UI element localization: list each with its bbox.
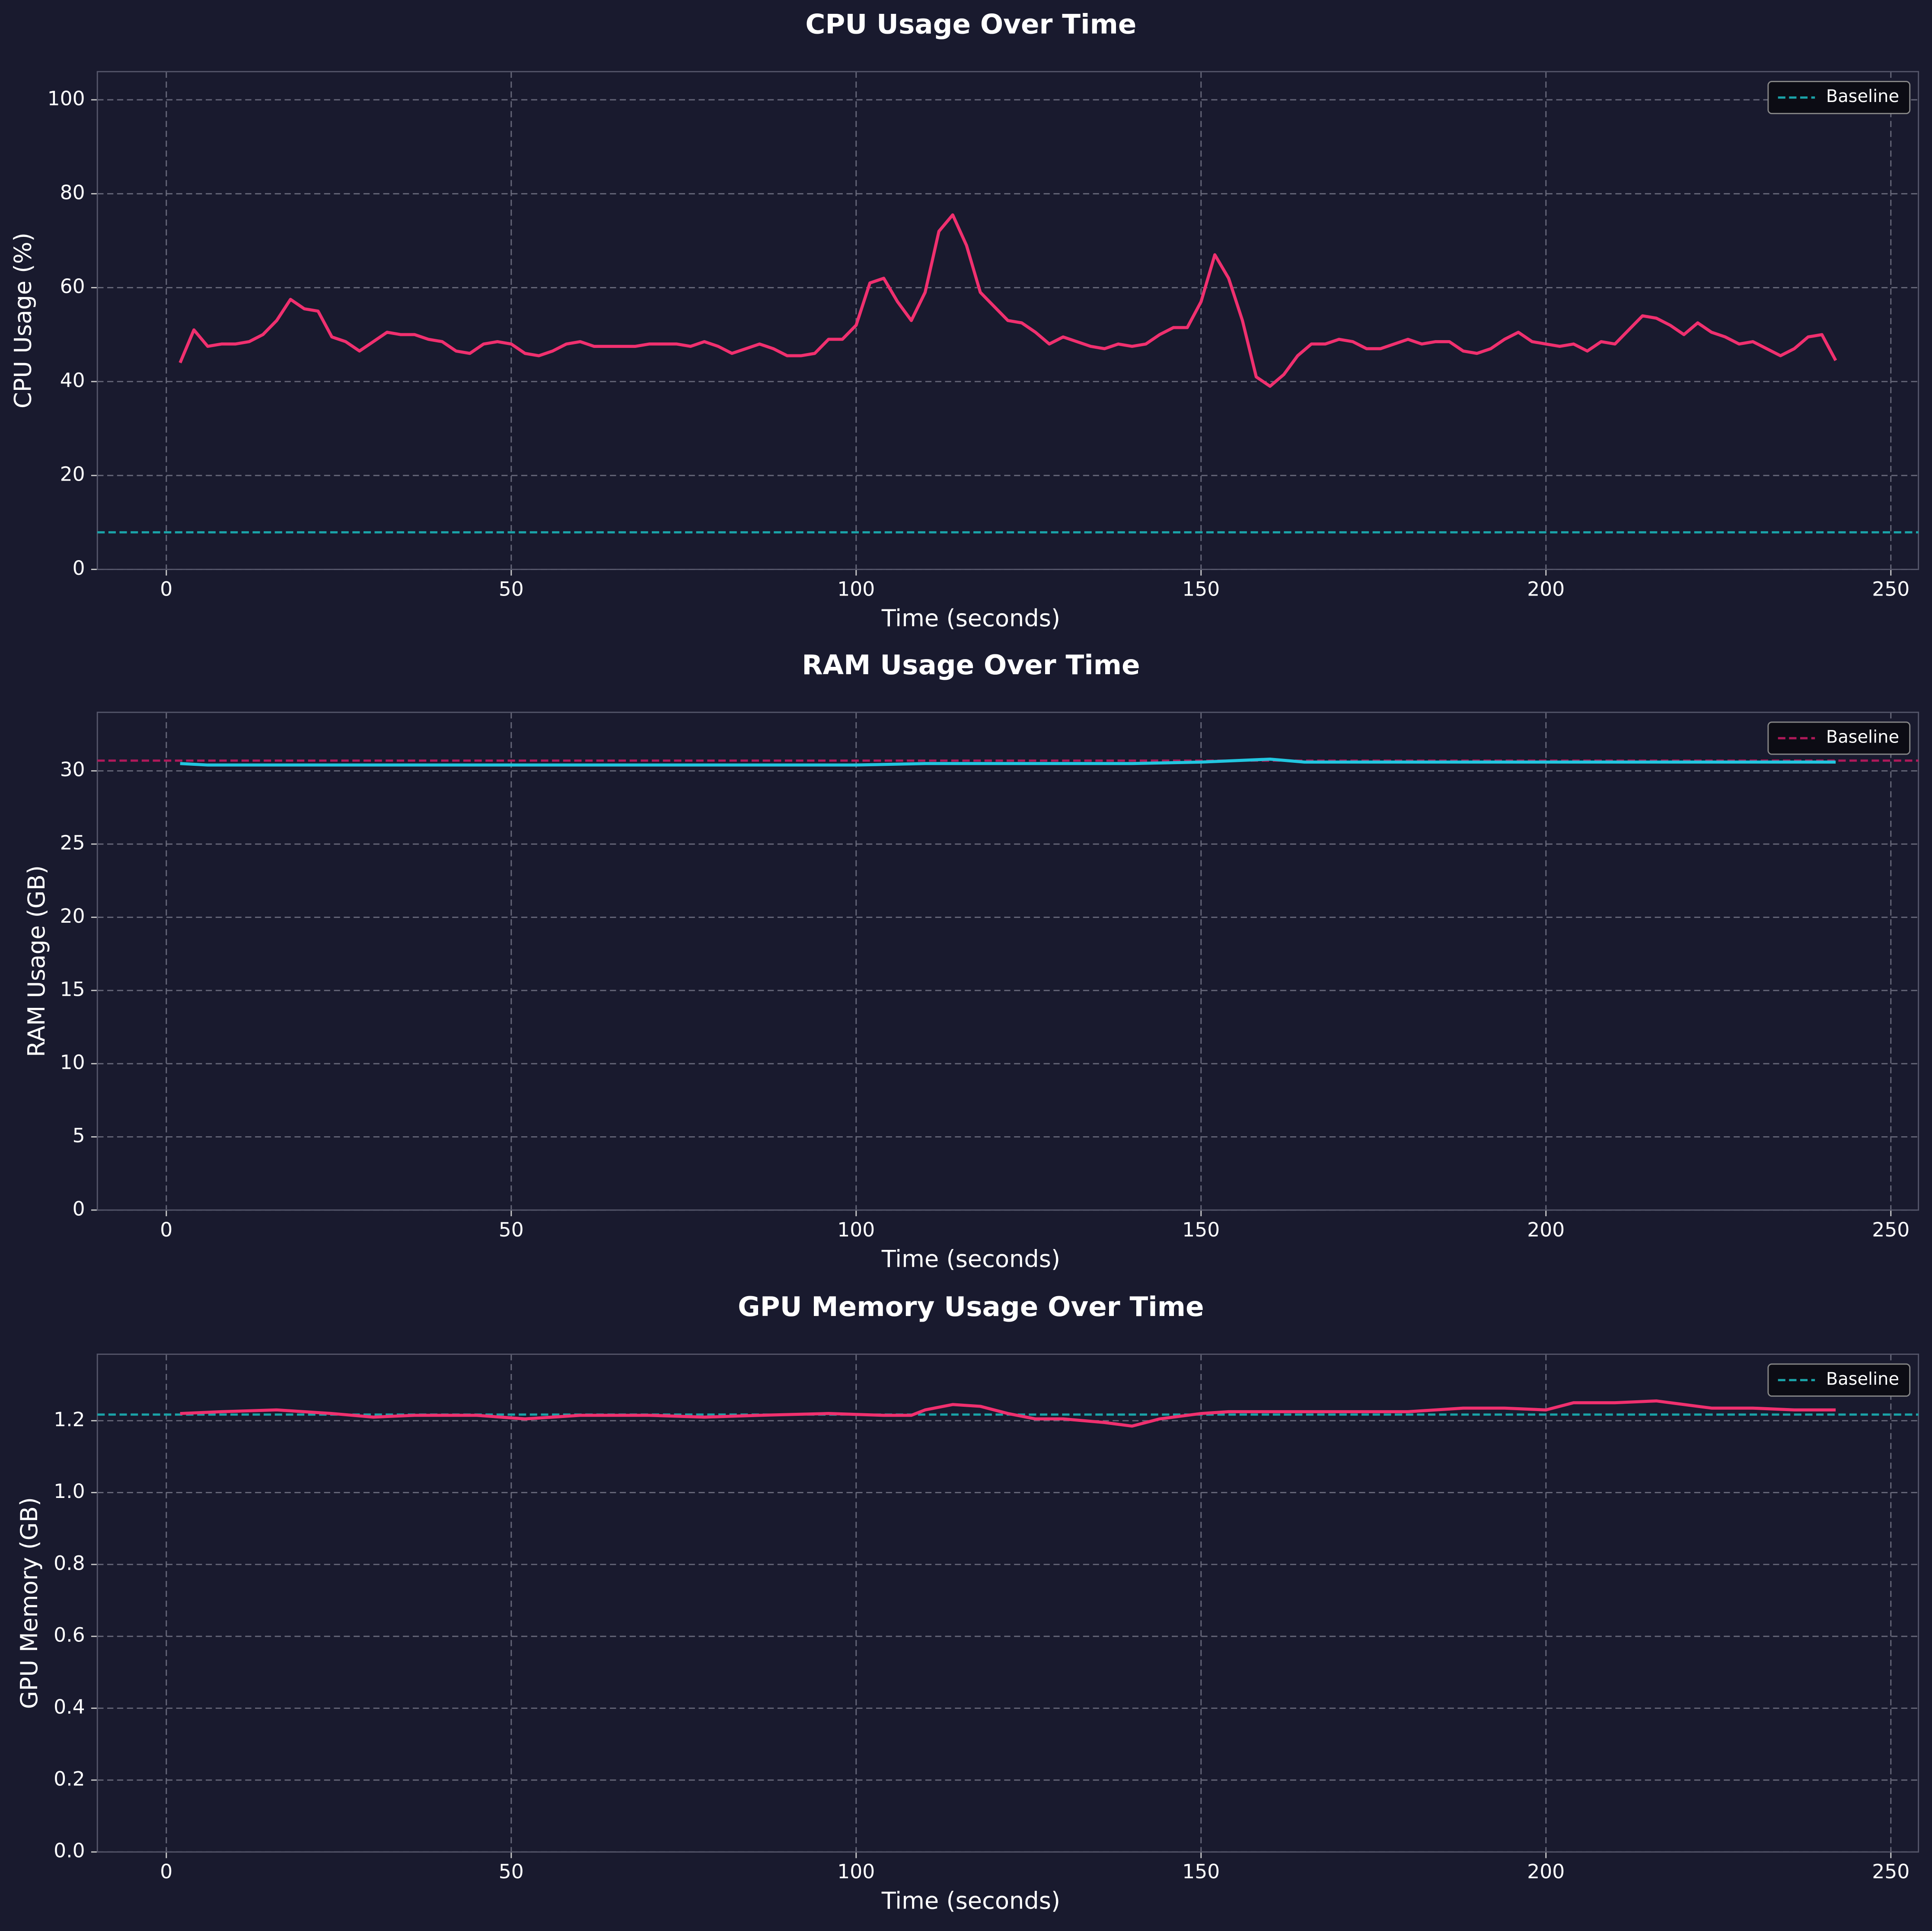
y-tick-label: 0.2 [54,1767,85,1790]
y-tick-label: 0 [73,1197,85,1220]
x-tick-label: 200 [1527,577,1565,600]
plot-frame [96,71,1919,570]
x-axis-label: Time (seconds) [881,1245,1060,1272]
y-tick-label: 0.4 [54,1695,85,1718]
data-line [180,757,1836,767]
x-tick-label: 150 [1182,1218,1220,1241]
legend-box [1767,721,1911,755]
x-tick-label: 100 [837,577,875,600]
x-axis-label: Time (seconds) [881,605,1060,632]
y-tick-label: 80 [60,181,85,204]
chart-title: RAM Usage Over Time [802,649,1140,681]
x-tick-label: 50 [499,1218,524,1241]
y-tick-label: 1.2 [54,1408,85,1431]
x-tick-label: 100 [837,1218,875,1241]
y-axis-label: CPU Usage (%) [10,233,37,408]
y-axis-label: GPU Memory (GB) [16,1497,43,1709]
chart-title: GPU Memory Usage Over Time [738,1291,1204,1322]
y-tick-label: 0.0 [54,1839,85,1862]
x-tick-label: 50 [499,1860,524,1883]
x-tick-label: 250 [1872,1860,1910,1883]
x-tick-label: 150 [1182,577,1220,600]
y-tick-label: 60 [60,275,85,298]
y-axis-label: RAM Usage (GB) [23,865,50,1057]
y-tick-label: 15 [60,978,85,1001]
data-line [180,1399,1836,1428]
y-tick-label: 5 [73,1124,85,1147]
y-tick-label: 20 [60,905,85,927]
x-tick-label: 100 [837,1860,875,1883]
data-line [179,213,1837,388]
legend-label: Baseline [1826,1369,1899,1389]
legend-label: Baseline [1826,86,1899,106]
legend-box [1767,81,1911,115]
legend-label: Baseline [1826,727,1899,747]
x-tick-label: 0 [160,1860,172,1883]
x-tick-label: 250 [1872,1218,1910,1241]
x-tick-label: 0 [160,1218,172,1241]
x-tick-label: 200 [1527,1860,1565,1883]
x-tick-label: 250 [1872,577,1910,600]
x-tick-label: 150 [1182,1860,1220,1883]
plot-frame [96,1353,1919,1853]
x-tick-label: 0 [160,577,172,600]
y-tick-label: 0.6 [54,1624,85,1647]
y-tick-label: 25 [60,832,85,854]
y-tick-label: 1.0 [54,1480,85,1503]
plot-frame [96,711,1919,1211]
x-tick-label: 50 [499,577,524,600]
y-tick-label: 0 [73,557,85,580]
y-tick-label: 40 [60,369,85,392]
y-tick-label: 100 [48,87,85,110]
y-tick-label: 0.8 [54,1552,85,1574]
chart-title: CPU Usage Over Time [805,8,1136,40]
y-tick-label: 30 [60,758,85,781]
y-tick-label: 10 [60,1051,85,1074]
legend-box [1767,1363,1911,1397]
y-tick-label: 20 [60,463,85,486]
x-axis-label: Time (seconds) [881,1887,1060,1915]
x-tick-label: 200 [1527,1218,1565,1241]
